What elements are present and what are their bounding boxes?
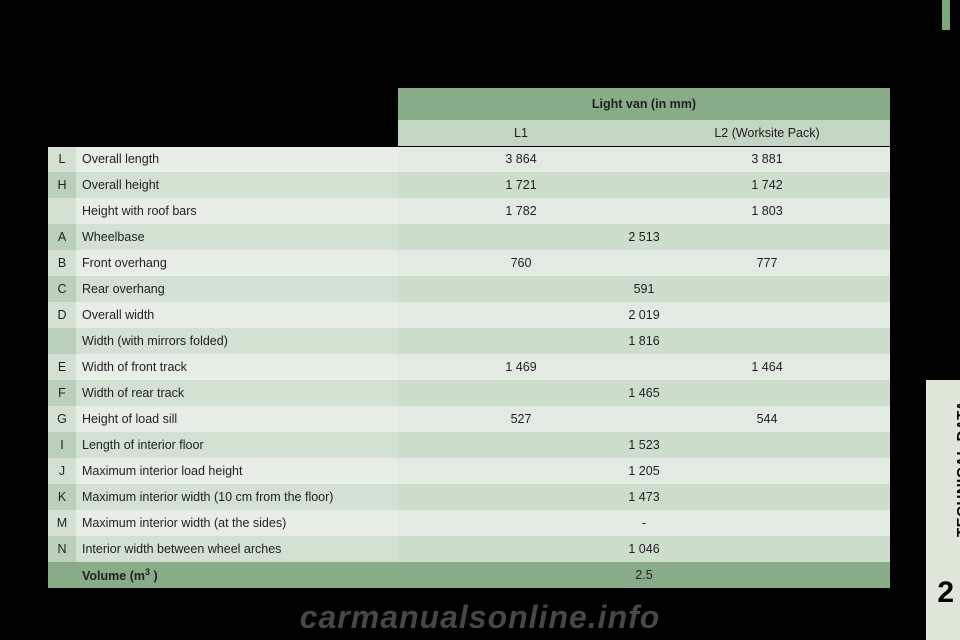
table-header-l1: L1: [398, 120, 644, 146]
row-label: Maximum interior load height: [76, 458, 398, 484]
spacer: [76, 88, 398, 120]
row-code: B: [48, 250, 76, 276]
row-label: Maximum interior width (10 cm from the f…: [76, 484, 398, 510]
row-value-l1: 1 721: [398, 172, 644, 198]
row-code: E: [48, 354, 76, 380]
row-label: Interior width between wheel arches: [76, 536, 398, 562]
table-header-l2: L2 (Worksite Pack): [644, 120, 890, 146]
row-code: N: [48, 536, 76, 562]
spacer: [48, 88, 76, 120]
row-code: [48, 328, 76, 354]
top-accent: [942, 0, 950, 30]
row-value-l1: 3 864: [398, 146, 644, 172]
row-label: Length of interior floor: [76, 432, 398, 458]
row-value: 2 019: [398, 302, 890, 328]
side-chapter-number: 2: [937, 576, 954, 610]
row-code: C: [48, 276, 76, 302]
row-label: Width (with mirrors folded): [76, 328, 398, 354]
row-label: Maximum interior width (at the sides): [76, 510, 398, 536]
row-label: Front overhang: [76, 250, 398, 276]
spacer: [48, 120, 76, 146]
row-code: D: [48, 302, 76, 328]
row-label: Height of load sill: [76, 406, 398, 432]
row-code: J: [48, 458, 76, 484]
row-label: Width of front track: [76, 354, 398, 380]
row-code: F: [48, 380, 76, 406]
row-code: [48, 198, 76, 224]
row-value: 1 046: [398, 536, 890, 562]
table-header-main: Light van (in mm): [398, 88, 890, 120]
row-value-l2: 1 803: [644, 198, 890, 224]
row-value: 1 816: [398, 328, 890, 354]
watermark: carmanualsonline.info: [0, 599, 960, 636]
row-value-l1: 527: [398, 406, 644, 432]
row-value: 1 465: [398, 380, 890, 406]
row-code: [48, 562, 76, 588]
dimensions-table-wrap: Light van (in mm)L1L2 (Worksite Pack)LOv…: [48, 88, 890, 588]
row-value: 1 205: [398, 458, 890, 484]
row-label: Rear overhang: [76, 276, 398, 302]
row-value-l1: 1 469: [398, 354, 644, 380]
row-label: Height with roof bars: [76, 198, 398, 224]
dimensions-table: Light van (in mm)L1L2 (Worksite Pack)LOv…: [48, 88, 890, 588]
row-code: H: [48, 172, 76, 198]
row-value-l1: 760: [398, 250, 644, 276]
row-value-l2: 3 881: [644, 146, 890, 172]
row-value-l2: 1 742: [644, 172, 890, 198]
row-code: G: [48, 406, 76, 432]
row-code: L: [48, 146, 76, 172]
row-code: A: [48, 224, 76, 250]
side-chapter-label: TECHNICAL DATA: [954, 400, 960, 537]
row-code: K: [48, 484, 76, 510]
row-code: M: [48, 510, 76, 536]
row-label: Wheelbase: [76, 224, 398, 250]
row-value: 2 513: [398, 224, 890, 250]
spacer: [76, 120, 398, 146]
row-value: 591: [398, 276, 890, 302]
row-label: Overall width: [76, 302, 398, 328]
row-value: -: [398, 510, 890, 536]
row-value: 1 473: [398, 484, 890, 510]
volume-value: 2.5: [398, 562, 890, 588]
volume-label: Volume (m3 ): [76, 562, 398, 588]
page: TECHNICAL DATA 2 Light van (in mm)L1L2 (…: [0, 0, 960, 640]
row-value: 1 523: [398, 432, 890, 458]
row-value-l2: 1 464: [644, 354, 890, 380]
row-value-l2: 777: [644, 250, 890, 276]
row-value-l1: 1 782: [398, 198, 644, 224]
row-value-l2: 544: [644, 406, 890, 432]
row-label: Overall length: [76, 146, 398, 172]
row-label: Width of rear track: [76, 380, 398, 406]
row-label: Overall height: [76, 172, 398, 198]
row-code: I: [48, 432, 76, 458]
